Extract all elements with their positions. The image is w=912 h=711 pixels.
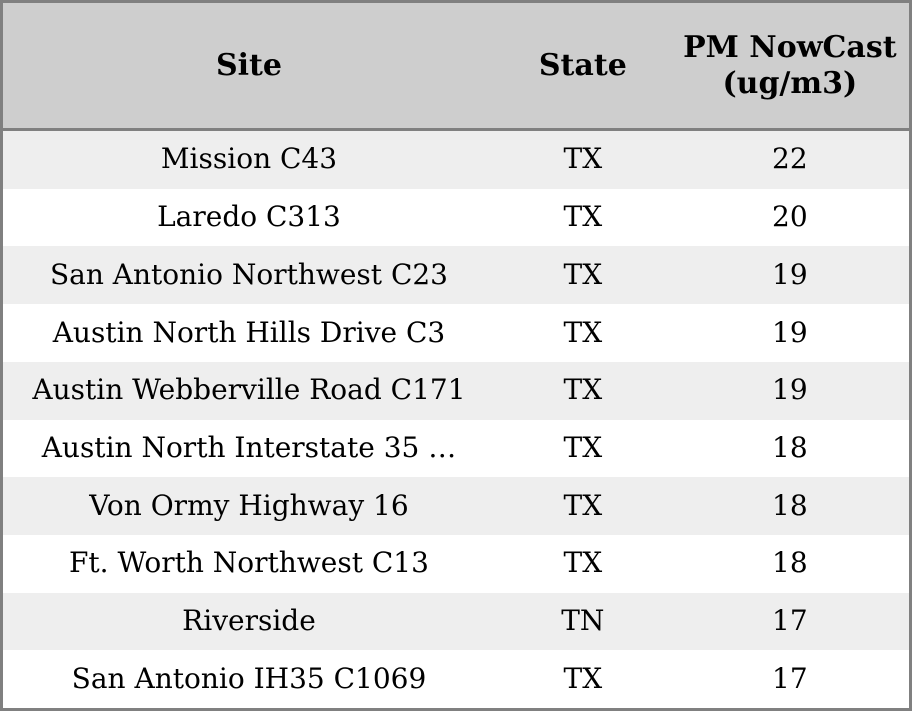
site-cell: Austin North Interstate 35 … bbox=[41, 430, 457, 464]
table-row: Laredo C313 TX 20 bbox=[3, 188, 909, 247]
pm-cell: 17 bbox=[772, 604, 808, 638]
state-cell: TX bbox=[563, 546, 603, 580]
pm-cell: 20 bbox=[772, 200, 808, 234]
column-header-site: Site bbox=[215, 47, 282, 83]
site-cell: Austin North Hills Drive C3 bbox=[52, 315, 446, 349]
state-cell: TX bbox=[563, 373, 603, 407]
pm-cell: 19 bbox=[772, 257, 808, 291]
site-cell: Riverside bbox=[182, 604, 316, 638]
table-row: Riverside TN 17 bbox=[3, 592, 909, 651]
site-cell: Von Ormy Highway 16 bbox=[89, 488, 409, 522]
site-cell: Ft. Worth Northwest C13 bbox=[69, 546, 429, 580]
state-cell: TX bbox=[563, 488, 603, 522]
state-cell: TX bbox=[563, 257, 603, 291]
table-row: Mission C43 TX 22 bbox=[3, 131, 909, 189]
table-row: Austin North Hills Drive C3 TX 19 bbox=[3, 304, 909, 362]
pm-cell: 19 bbox=[772, 315, 808, 349]
table-row: Ft. Worth Northwest C13 TX 18 bbox=[3, 534, 909, 593]
pm-cell: 18 bbox=[772, 430, 808, 464]
table-body: Mission C43 TX 22 Laredo C313 TX 20 San … bbox=[3, 131, 909, 709]
site-cell: San Antonio Northwest C23 bbox=[49, 257, 448, 291]
state-cell: TX bbox=[563, 142, 603, 176]
site-cell: Laredo C313 bbox=[157, 200, 341, 234]
table-row: Austin Webberville Road C171 TX 19 bbox=[3, 361, 909, 420]
state-cell: TX bbox=[563, 661, 603, 695]
state-cell: TX bbox=[563, 200, 603, 234]
column-header-state: State bbox=[538, 47, 627, 83]
column-header-pm-nowcast: PM NowCast (ug/m3) bbox=[683, 29, 897, 101]
table-row: Von Ormy Highway 16 TX 18 bbox=[3, 477, 909, 535]
pm-cell: 22 bbox=[772, 142, 808, 176]
pm-cell: 19 bbox=[772, 373, 808, 407]
state-cell: TX bbox=[563, 315, 603, 349]
table-row: Austin North Interstate 35 … TX 18 bbox=[3, 419, 909, 478]
pm-cell: 18 bbox=[772, 546, 808, 580]
table-row: San Antonio Northwest C23 TX 19 bbox=[3, 246, 909, 305]
site-cell: San Antonio IH35 C1069 bbox=[71, 661, 427, 695]
pm-cell: 17 bbox=[772, 661, 808, 695]
table-row: San Antonio IH35 C1069 TX 17 bbox=[3, 650, 909, 709]
state-cell: TN bbox=[561, 604, 605, 638]
site-cell: Mission C43 bbox=[160, 142, 338, 176]
pm-cell: 18 bbox=[772, 488, 808, 522]
table-header-row: Site State PM NowCast (ug/m3) bbox=[3, 3, 909, 131]
site-cell: Austin Webberville Road C171 bbox=[32, 373, 466, 407]
state-cell: TX bbox=[563, 430, 603, 464]
